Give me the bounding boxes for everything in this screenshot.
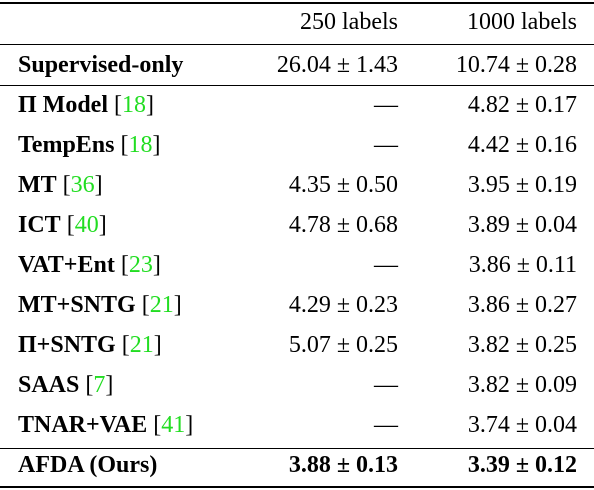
value-1000: 3.86 ± 0.11 [468, 252, 577, 278]
method-cell: TempEns [18] [18, 132, 161, 158]
citation-link[interactable]: 7 [93, 372, 106, 398]
citation-link[interactable]: 18 [128, 132, 153, 158]
table-row: SAAS [7] — 3.82 ± 0.09 [0, 366, 594, 405]
header-rule [0, 44, 594, 45]
method-name: TempEns [18, 132, 115, 158]
value-250: 5.07 ± 0.25 [288, 332, 398, 358]
method-name: MT [18, 172, 57, 198]
citation-link[interactable]: 36 [70, 172, 95, 198]
value-1000: 3.82 ± 0.25 [467, 332, 577, 358]
citation-link[interactable]: 23 [128, 252, 153, 278]
value-250: 4.29 ± 0.23 [288, 292, 398, 318]
method-name: SAAS [18, 372, 80, 398]
value-250: — [374, 252, 398, 278]
method-name: VAT+Ent [18, 252, 115, 278]
citation-link[interactable]: 21 [129, 332, 154, 358]
method-cell: TNAR+VAE [41] [18, 412, 194, 438]
header-250-labels: 250 labels [300, 9, 398, 35]
ours-row: AFDA (Ours) 3.88 ± 0.13 3.39 ± 0.12 [0, 446, 594, 485]
value-250: — [374, 92, 398, 118]
ours-rule [0, 448, 594, 449]
table-row: TempEns [18] — 4.42 ± 0.16 [0, 126, 594, 165]
citation-link[interactable]: 40 [74, 212, 99, 238]
method-name: Π+SNTG [18, 332, 116, 358]
method-cell: SAAS [7] [18, 372, 114, 398]
citation-link[interactable]: 21 [149, 292, 174, 318]
method-name: TNAR+VAE [18, 412, 148, 438]
baseline-250: 26.04 ± 1.43 [276, 52, 398, 78]
value-250: — [374, 412, 398, 438]
value-250: — [374, 372, 398, 398]
ours-1000: 3.39 ± 0.12 [467, 452, 577, 478]
ours-250: 3.88 ± 0.13 [288, 452, 398, 478]
table-row: Π+SNTG [21] 5.07 ± 0.25 3.82 ± 0.25 [0, 326, 594, 365]
table-row: MT+SNTG [21] 4.29 ± 0.23 3.86 ± 0.27 [0, 286, 594, 325]
method-cell: ICT [40] [18, 212, 107, 238]
value-1000: 3.95 ± 0.19 [467, 172, 577, 198]
method-cell: MT+SNTG [21] [18, 292, 182, 318]
value-1000: 3.89 ± 0.04 [467, 212, 577, 238]
method-name: ICT [18, 212, 61, 238]
value-1000: 4.42 ± 0.16 [467, 132, 577, 158]
bottom-rule [0, 486, 594, 488]
method-name: MT+SNTG [18, 292, 136, 318]
value-250: — [374, 132, 398, 158]
value-1000: 3.82 ± 0.09 [467, 372, 577, 398]
method-cell: MT [36] [18, 172, 103, 198]
value-250: 4.35 ± 0.50 [288, 172, 398, 198]
baseline-row: Supervised-only 26.04 ± 1.43 10.74 ± 0.2… [0, 46, 594, 85]
baseline-method: Supervised-only [18, 52, 184, 78]
table-row: VAT+Ent [23] — 3.86 ± 0.11 [0, 246, 594, 285]
table-row: Π Model [18] — 4.82 ± 0.17 [0, 86, 594, 125]
header-1000-labels: 1000 labels [467, 9, 577, 35]
value-1000: 3.86 ± 0.27 [467, 292, 577, 318]
method-name: Π Model [18, 92, 108, 118]
method-cell: Π+SNTG [21] [18, 332, 162, 358]
method-cell: Π Model [18] [18, 92, 154, 118]
table-row: ICT [40] 4.78 ± 0.68 3.89 ± 0.04 [0, 206, 594, 245]
table-row: TNAR+VAE [41] — 3.74 ± 0.04 [0, 406, 594, 445]
value-250: 4.78 ± 0.68 [288, 212, 398, 238]
baseline-1000: 10.74 ± 0.28 [455, 52, 577, 78]
citation-link[interactable]: 41 [161, 412, 186, 438]
method-cell: VAT+Ent [23] [18, 252, 161, 278]
top-rule [0, 2, 594, 4]
header-row: 250 labels 1000 labels [0, 3, 594, 42]
baseline-rule [0, 85, 594, 86]
value-1000: 4.82 ± 0.17 [467, 92, 577, 118]
value-1000: 3.74 ± 0.04 [467, 412, 577, 438]
table-row: MT [36] 4.35 ± 0.50 3.95 ± 0.19 [0, 166, 594, 205]
citation-link[interactable]: 18 [122, 92, 146, 118]
ours-method: AFDA (Ours) [18, 452, 158, 478]
